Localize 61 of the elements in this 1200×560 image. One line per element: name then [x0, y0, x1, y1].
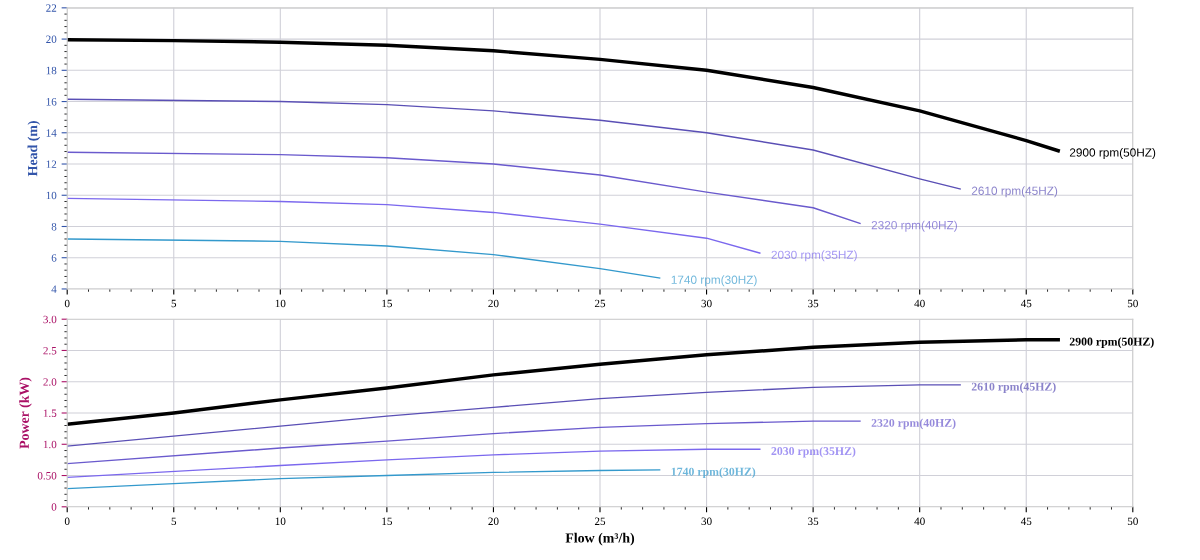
- x-tick-label: 40: [914, 517, 925, 526]
- x-tick-label: 10: [275, 517, 286, 526]
- y-tick-label: 1.5: [43, 409, 57, 418]
- x-tick-label: 40: [914, 299, 925, 308]
- line-series: [67, 469, 661, 490]
- y-axis-title: Head (m): [27, 121, 41, 177]
- series-label: 1740 rpm(30HZ): [671, 275, 757, 287]
- y-tick-label: 22: [46, 4, 57, 12]
- y-tick-label: 12: [46, 160, 57, 168]
- series-label: 2030 rpm(35HZ): [771, 250, 857, 262]
- y-tick-label: 0: [51, 503, 57, 511]
- y-tick-label: 10: [46, 191, 57, 200]
- line-series: [67, 420, 861, 465]
- x-tick-label: 20: [488, 299, 499, 308]
- x-tick-label: 45: [1020, 299, 1032, 308]
- line-series: [67, 197, 761, 254]
- series-label: 2320 rpm(40HZ): [871, 220, 957, 232]
- y-tick-label: 6: [51, 254, 57, 262]
- series-label: 2610 rpm(45HZ): [971, 186, 1058, 198]
- x-tick-label: 0: [64, 299, 70, 308]
- line-series: [67, 151, 861, 225]
- series-label: 2900 rpm(50HZ): [1069, 337, 1154, 348]
- series-label: 2900 rpm(50HZ): [1069, 148, 1156, 160]
- y-tick-label: 16: [46, 98, 57, 106]
- x-tick-label: 45: [1020, 517, 1032, 526]
- y-tick-label: 18: [46, 66, 57, 75]
- y-axis-title: Power (kW): [19, 377, 32, 449]
- y-tick-label: 20: [46, 35, 57, 44]
- x-tick-label: 0: [64, 517, 70, 526]
- y-tick-label: 14: [46, 129, 57, 137]
- y-tick-label: 3.0: [43, 315, 57, 324]
- x-axis-title: Flow (m³/h): [565, 532, 635, 546]
- series-label: 2030 rpm(35HZ): [771, 446, 856, 458]
- x-tick-label: 5: [171, 517, 177, 526]
- series-label: 2610 rpm(45HZ): [971, 382, 1056, 393]
- x-tick-label: 25: [594, 299, 606, 308]
- line-series: [67, 98, 961, 190]
- x-tick-label: 50: [1127, 299, 1138, 308]
- line-series: [67, 238, 661, 279]
- y-tick-label: 8: [51, 222, 57, 231]
- y-tick-label: 4: [51, 285, 57, 293]
- line-series: [67, 38, 1060, 153]
- line-series: [67, 384, 961, 447]
- y-tick-label: 1.0: [43, 440, 57, 449]
- x-tick-label: 35: [808, 517, 819, 526]
- x-tick-label: 20: [488, 517, 499, 526]
- y-tick-label: 0.50: [37, 472, 57, 480]
- x-tick-label: 10: [275, 299, 286, 308]
- x-tick-label: 15: [382, 517, 392, 526]
- x-tick-label: 25: [594, 517, 606, 526]
- series-label: 2320 rpm(40HZ): [871, 418, 956, 430]
- x-tick-label: 35: [808, 299, 819, 308]
- x-tick-label: 50: [1127, 517, 1138, 526]
- x-tick-label: 30: [701, 517, 712, 526]
- line-series: [67, 448, 761, 479]
- series-label: 1740 rpm(30HZ): [671, 467, 756, 479]
- x-tick-label: 30: [701, 299, 712, 308]
- y-tick-label: 2.5: [43, 346, 57, 355]
- x-tick-label: 5: [171, 299, 177, 308]
- y-tick-label: 2.0: [43, 378, 57, 386]
- x-tick-label: 15: [382, 299, 392, 308]
